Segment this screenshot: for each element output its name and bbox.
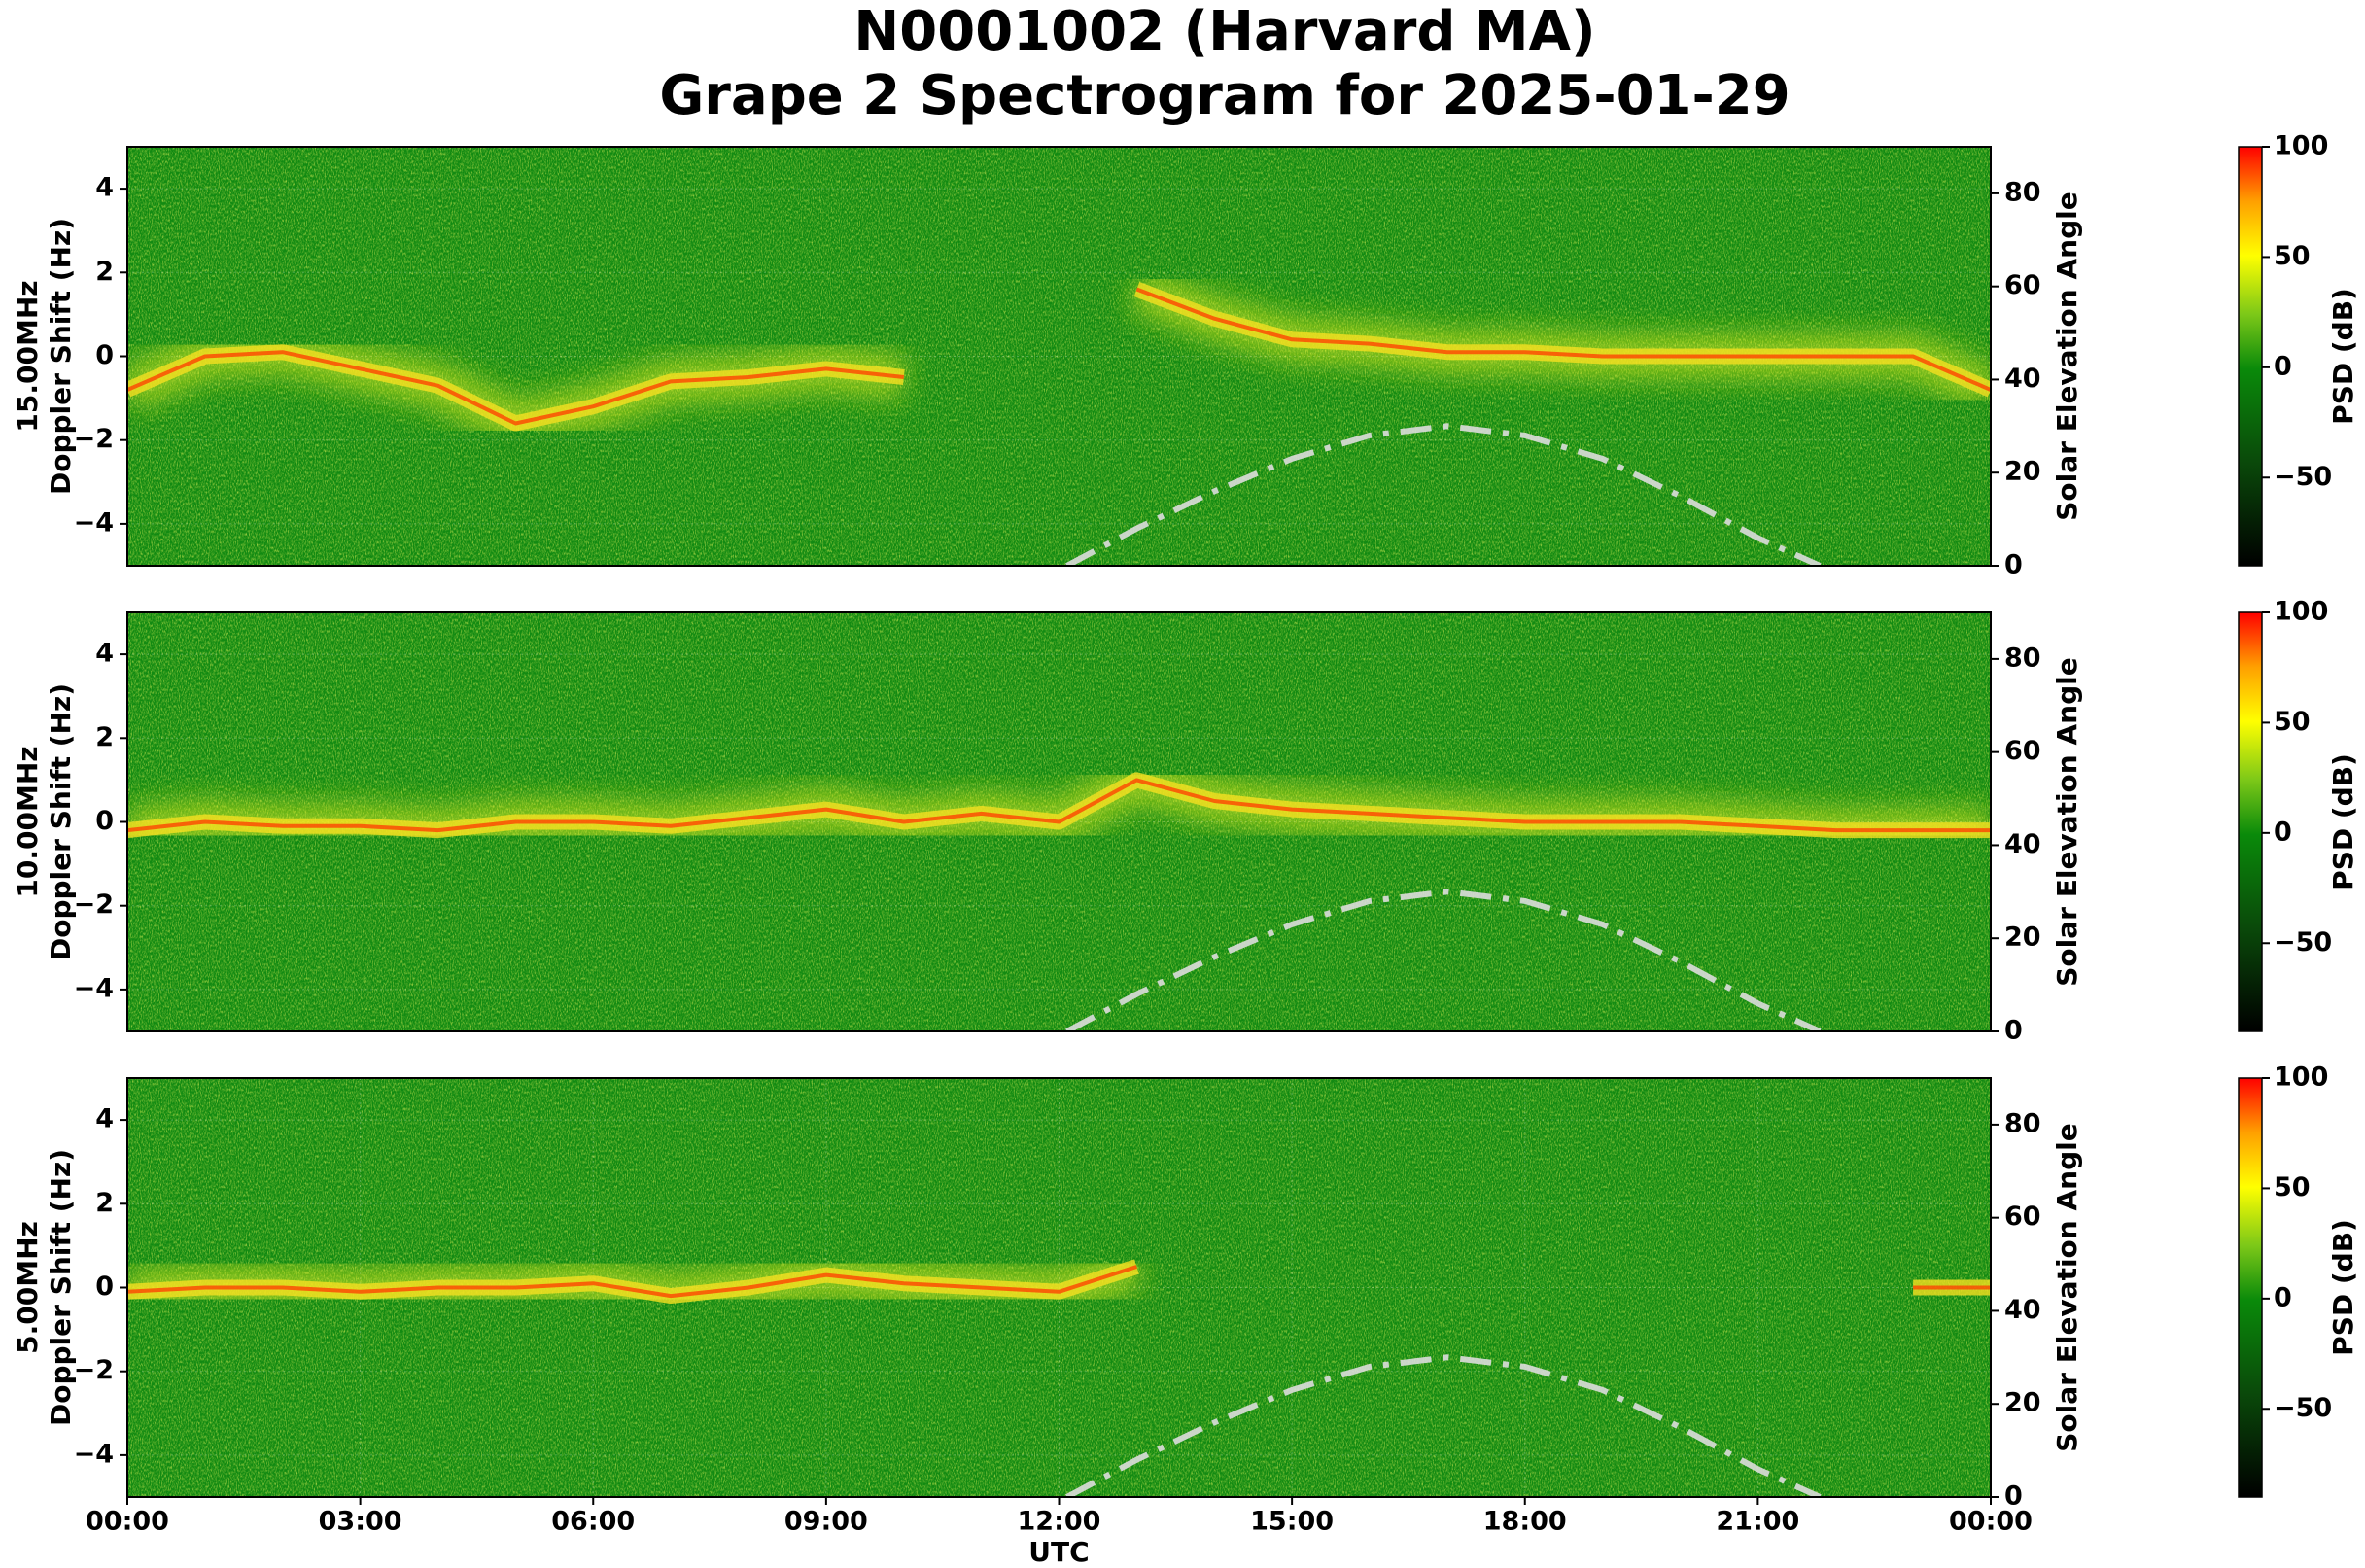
colorbar-tick-label: 100 <box>2274 597 2328 627</box>
colorbar-tick-label: 100 <box>2274 131 2328 161</box>
colorbar <box>2238 611 2263 1032</box>
y2-tick-label: 60 <box>2004 1202 2041 1232</box>
y-axis-label: 15.00MHz <box>12 280 44 432</box>
x-tick-label: 06:00 <box>551 1507 635 1537</box>
colorbar-tick-label: 50 <box>2274 1172 2311 1202</box>
colorbar-tick-label: 0 <box>2274 817 2292 847</box>
y-tick-label: −4 <box>74 507 114 538</box>
y2-tick-label: 20 <box>2004 1388 2041 1418</box>
colorbar-tick-label: 50 <box>2274 707 2311 737</box>
y2-tick-label: 0 <box>2004 1481 2023 1512</box>
colorbar-tick-label: 0 <box>2274 1282 2292 1312</box>
colorbar <box>2238 1077 2263 1498</box>
y2-tick-label: 80 <box>2004 177 2041 207</box>
colorbar-tick-label: 50 <box>2274 241 2311 271</box>
x-axis-label: UTC <box>1028 1536 1089 1568</box>
y-tick-label: 0 <box>95 340 114 370</box>
solar-elevation-line <box>1065 889 1822 1031</box>
x-tick-label: 12:00 <box>1018 1507 1101 1537</box>
x-tick-label: 21:00 <box>1716 1507 1799 1537</box>
y2-tick-label: 20 <box>2004 923 2041 953</box>
y-axis-label: Doppler Shift (Hz) <box>45 683 77 960</box>
y2-axis-label: Solar Elevation Angle <box>2051 1123 2083 1451</box>
colorbar-tick-label: −50 <box>2274 927 2332 958</box>
plot-area <box>127 1078 1991 1497</box>
colorbar-label: PSD (dB) <box>2327 753 2359 890</box>
y-tick-label: −4 <box>74 973 114 1003</box>
y-tick-label: 4 <box>95 639 114 669</box>
colorbar-tick-label: 100 <box>2274 1063 2328 1093</box>
y2-axis-label: Solar Elevation Angle <box>2051 657 2083 986</box>
y-tick-label: −2 <box>74 1355 114 1385</box>
y2-axis-label: Solar Elevation Angle <box>2051 192 2083 520</box>
y-tick-label: −2 <box>74 889 114 920</box>
y-axis-label: 10.00MHz <box>12 746 44 897</box>
y2-tick-label: 40 <box>2004 1295 2041 1325</box>
y-axis-label: Doppler Shift (Hz) <box>45 1149 77 1426</box>
colorbar-tick-label: −50 <box>2274 1393 2332 1423</box>
y-tick-label: −4 <box>74 1439 114 1469</box>
x-tick-label: 03:00 <box>319 1507 402 1537</box>
y2-tick-label: 20 <box>2004 457 2041 487</box>
colorbar-tick-label: 0 <box>2274 351 2292 381</box>
y-tick-label: 2 <box>95 1188 114 1218</box>
plot-area <box>127 147 1991 566</box>
x-tick-label: 00:00 <box>1949 1507 2033 1537</box>
y-tick-label: 2 <box>95 722 114 752</box>
y-tick-label: 4 <box>95 173 114 203</box>
colorbar-label: PSD (dB) <box>2327 288 2359 425</box>
y-tick-label: 4 <box>95 1104 114 1134</box>
y2-tick-label: 80 <box>2004 643 2041 673</box>
title-line: Grape 2 Spectrogram for 2025-01-29 <box>659 64 1790 127</box>
x-tick-label: 00:00 <box>86 1507 169 1537</box>
x-tick-label: 15:00 <box>1250 1507 1334 1537</box>
colorbar-tick-label: −50 <box>2274 462 2332 492</box>
y2-tick-label: 0 <box>2004 1016 2023 1046</box>
y2-tick-label: 0 <box>2004 550 2023 580</box>
x-tick-label: 18:00 <box>1483 1507 1567 1537</box>
colorbar-label: PSD (dB) <box>2327 1219 2359 1356</box>
doppler-trace <box>1135 287 1991 392</box>
x-tick-label: 09:00 <box>784 1507 868 1537</box>
colorbar <box>2238 146 2263 567</box>
doppler-trace <box>127 778 1991 833</box>
y-tick-label: 0 <box>95 806 114 836</box>
plot-area <box>127 612 1991 1031</box>
y2-tick-label: 40 <box>2004 829 2041 859</box>
y2-tick-label: 60 <box>2004 736 2041 766</box>
y-tick-label: 0 <box>95 1272 114 1302</box>
solar-elevation-line <box>1065 423 1822 566</box>
doppler-trace <box>127 350 905 426</box>
title-line: N0001002 (Harvard MA) <box>853 0 1595 63</box>
y-tick-label: −2 <box>74 424 114 454</box>
y-axis-label: Doppler Shift (Hz) <box>45 218 77 495</box>
y2-tick-label: 40 <box>2004 364 2041 394</box>
y-axis-label: 5.00MHz <box>12 1221 44 1354</box>
y2-tick-label: 80 <box>2004 1108 2041 1138</box>
y-tick-label: 2 <box>95 257 114 287</box>
doppler-trace <box>127 1265 1138 1299</box>
y2-tick-label: 60 <box>2004 270 2041 300</box>
solar-elevation-line <box>1065 1354 1822 1497</box>
